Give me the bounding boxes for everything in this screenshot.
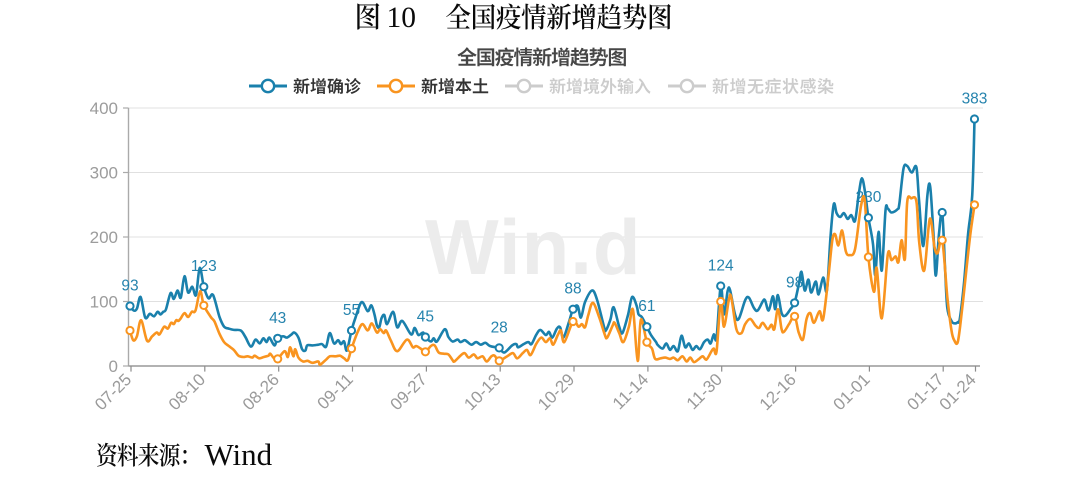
- svg-text:10-13: 10-13: [460, 370, 504, 414]
- svg-text:01-24: 01-24: [936, 370, 980, 414]
- svg-text:09-11: 09-11: [314, 370, 357, 413]
- svg-text:100: 100: [90, 292, 118, 311]
- svg-text:300: 300: [90, 163, 118, 182]
- svg-text:10-29: 10-29: [534, 370, 578, 414]
- svg-text:07-25: 07-25: [91, 370, 135, 414]
- svg-text:43: 43: [269, 310, 286, 327]
- svg-text:11-30: 11-30: [683, 370, 726, 413]
- svg-text:Win.d: Win.d: [425, 203, 642, 291]
- svg-text:383: 383: [962, 91, 988, 108]
- svg-text:12-16: 12-16: [756, 370, 800, 414]
- svg-text:0: 0: [109, 357, 118, 376]
- svg-text:124: 124: [708, 258, 734, 275]
- svg-text:10: 10: [387, 2, 417, 34]
- svg-text:28: 28: [491, 319, 508, 336]
- svg-text:08-26: 08-26: [239, 370, 283, 414]
- svg-text:11-14: 11-14: [609, 370, 652, 413]
- svg-text:08-10: 08-10: [165, 370, 209, 414]
- svg-text:09-27: 09-27: [387, 370, 431, 414]
- svg-text:61: 61: [638, 298, 655, 315]
- svg-text:88: 88: [564, 281, 581, 298]
- svg-text:45: 45: [417, 309, 434, 326]
- svg-text:01-17: 01-17: [903, 370, 947, 414]
- svg-text:01-01: 01-01: [830, 370, 874, 414]
- svg-text:Wind: Wind: [205, 437, 273, 472]
- svg-text:200: 200: [90, 228, 118, 247]
- svg-text:93: 93: [121, 278, 138, 295]
- svg-text:123: 123: [191, 258, 217, 275]
- svg-text:400: 400: [90, 99, 118, 118]
